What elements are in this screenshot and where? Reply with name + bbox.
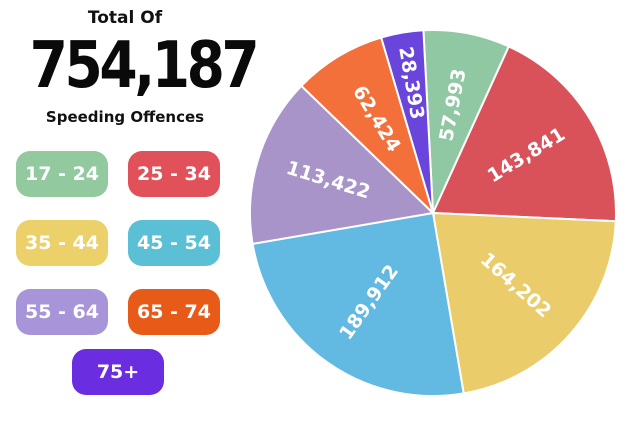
- legend-item-45-54: 45 - 54: [128, 220, 220, 266]
- pie-slices: [249, 29, 617, 397]
- pie-slice-35-44: [431, 211, 617, 395]
- legend-item-25-34: 25 - 34: [128, 151, 220, 197]
- total-label: Total Of: [87, 8, 163, 28]
- pie-slice-75-plus: [379, 29, 434, 214]
- total-value: 754,187: [29, 29, 260, 103]
- legend-item-17-24: 17 - 24: [16, 151, 108, 197]
- pie-slice-25-34: [431, 45, 617, 223]
- subtitle: Speeding Offences: [45, 108, 205, 126]
- legend-item-75-plus: 75+: [72, 349, 164, 395]
- legend-item-55-64: 55 - 64: [16, 289, 108, 335]
- pie-slice-45-54: [251, 211, 465, 397]
- pie-slice-55-64: [249, 84, 436, 246]
- legend-item-35-44: 35 - 44: [16, 220, 108, 266]
- legend-item-65-74: 65 - 74: [128, 289, 220, 335]
- pie-slice-65-74: [299, 36, 436, 217]
